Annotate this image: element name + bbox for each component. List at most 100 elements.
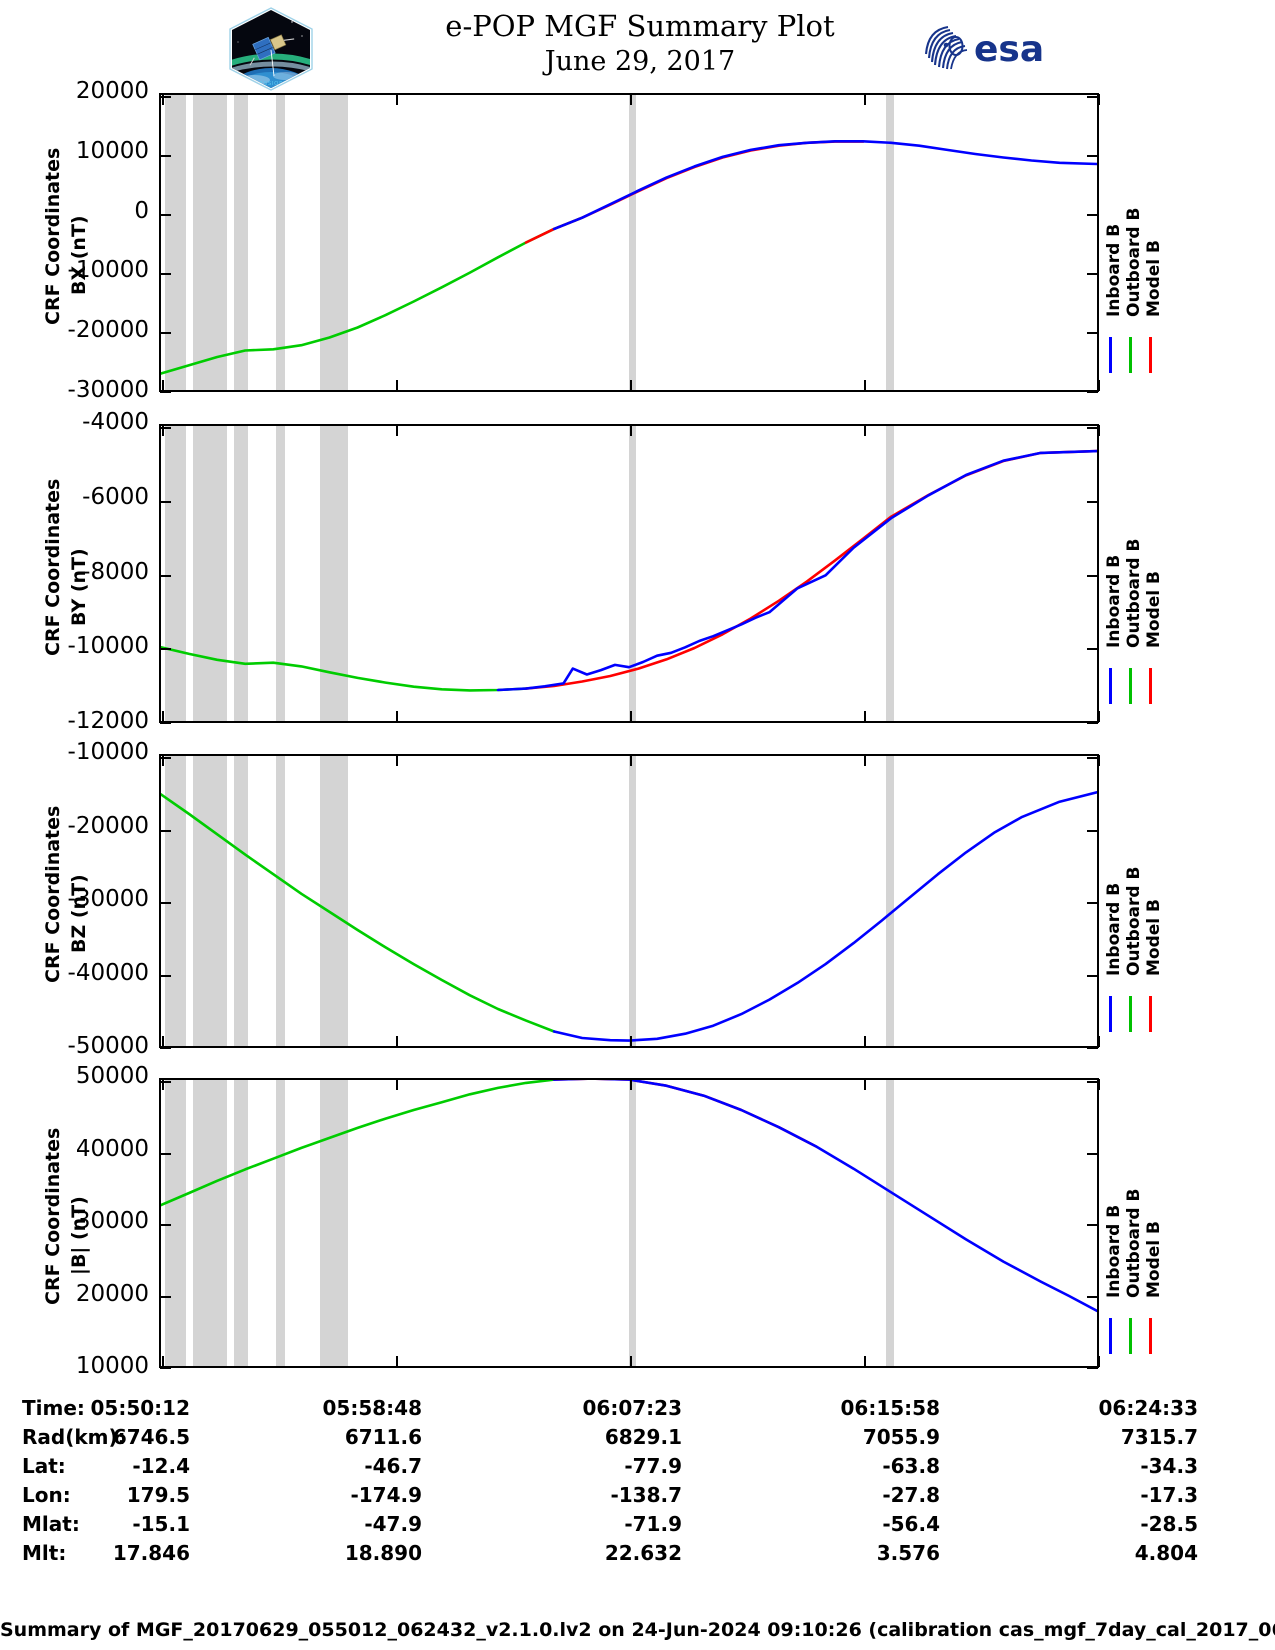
y-axis-tick	[1087, 96, 1098, 98]
x-axis-tick	[396, 1036, 398, 1047]
x-axis-tick	[630, 1036, 632, 1047]
table-cell: 7315.7	[1120, 1425, 1198, 1449]
table-cell: 06:15:58	[840, 1396, 941, 1420]
legend-key-inboard-b	[1109, 1317, 1112, 1354]
x-axis-tick	[162, 1079, 164, 1090]
data-gap-band	[164, 756, 187, 1046]
series-line-inboard-b	[554, 1080, 1097, 1311]
table-cell: 05:58:48	[322, 1396, 423, 1420]
table-row-label: Lat:	[22, 1454, 66, 1478]
table-cell: 18.890	[344, 1541, 422, 1565]
table-row-label: Mlt:	[22, 1541, 67, 1565]
y-axis-title-coords: CRF Coordinates	[42, 1127, 64, 1305]
y-axis-tick	[160, 1047, 171, 1049]
y-tick-label: 10000	[75, 137, 149, 164]
x-axis-tick	[630, 755, 632, 766]
legend-key-outboard-b	[1129, 1317, 1132, 1354]
cassiope-logo-icon: CASSIOPE	[224, 6, 318, 92]
legend-label-inboard-b: Inboard B	[1104, 224, 1124, 318]
x-axis-tick	[396, 1356, 398, 1367]
y-axis-tick	[1087, 500, 1098, 503]
y-axis-tick	[1087, 757, 1098, 759]
x-axis-tick	[162, 755, 164, 766]
x-axis-tick	[1098, 1356, 1100, 1367]
y-axis-tick	[1087, 1152, 1098, 1155]
table-cell: -12.4	[132, 1454, 190, 1478]
y-axis-title-component: BY (nT)	[68, 547, 90, 626]
table-cell: -71.9	[624, 1512, 682, 1536]
plot-panel-by	[159, 424, 1100, 724]
x-axis-tick	[864, 755, 866, 766]
legend-label-outboard-b: Outboard B	[1124, 539, 1144, 649]
x-axis-tick	[630, 380, 632, 391]
series-line-model-b	[526, 142, 863, 243]
y-axis-tick	[160, 1224, 171, 1226]
legend-label-model-b: Model B	[1144, 571, 1164, 649]
series-line-model-b	[526, 451, 1097, 688]
y-axis-tick	[160, 155, 171, 157]
table-row-label: Mlat:	[22, 1512, 80, 1536]
data-gap-band	[320, 1080, 349, 1366]
x-axis-tick	[864, 1036, 866, 1047]
legend-label-inboard-b: Inboard B	[1104, 1204, 1124, 1298]
series-group-btot	[161, 1080, 1097, 1366]
y-tick-label: -20000	[67, 317, 149, 344]
y-axis-tick	[160, 902, 171, 904]
x-axis-tick	[396, 425, 398, 436]
data-gap-band	[192, 1080, 227, 1366]
y-axis-tick	[1087, 574, 1098, 577]
y-axis-tick	[1087, 1081, 1098, 1083]
y-axis-tick	[1087, 273, 1098, 275]
data-gap-band	[629, 756, 637, 1046]
y-axis-tick	[1087, 974, 1098, 977]
data-gap-band	[164, 1080, 187, 1366]
legend-label-inboard-b: Inboard B	[1104, 555, 1124, 649]
y-axis-tick	[160, 574, 171, 577]
page-title: e-POP MGF Summary Plot June 29, 2017	[330, 8, 950, 80]
table-cell: 17.846	[112, 1541, 190, 1565]
legend-key-model-b	[1149, 995, 1152, 1032]
x-axis-tick	[162, 425, 164, 436]
data-gap-band	[886, 95, 894, 390]
legend-btot: Inboard B Outboard B Model B	[1104, 1138, 1174, 1368]
x-axis-tick	[864, 1356, 866, 1367]
x-axis-tick	[630, 1356, 632, 1367]
table-row: Lon: 179.5 -174.9 -138.7 -27.8 -17.3	[0, 1483, 1275, 1512]
y-tick-label: 20000	[75, 78, 149, 104]
legend-key-outboard-b	[1129, 995, 1132, 1032]
series-group-bz	[161, 756, 1097, 1046]
legend-label-outboard-b: Outboard B	[1124, 866, 1144, 976]
table-row-label: Lon:	[22, 1483, 71, 1507]
x-axis-tick	[630, 425, 632, 436]
data-gap-band	[192, 95, 227, 390]
y-tick-label: -30000	[67, 886, 149, 912]
y-axis-tick	[1087, 155, 1098, 157]
data-gap-band	[164, 95, 187, 390]
esa-logo-icon: esa	[922, 22, 1044, 72]
data-gap-band	[276, 426, 286, 721]
table-row: Mlat: -15.1 -47.9 -71.9 -56.4 -28.5	[0, 1512, 1275, 1541]
legend-bx: Inboard B Outboard B Model B	[1104, 153, 1174, 392]
legend-label-model-b: Model B	[1144, 240, 1164, 318]
x-axis-tick	[396, 1079, 398, 1090]
x-axis-tick	[1098, 94, 1100, 105]
table-cell: -15.1	[132, 1512, 190, 1536]
y-axis-tick	[160, 214, 171, 216]
x-axis-tick	[1098, 380, 1100, 391]
y-tick-label: -50000	[67, 1033, 149, 1059]
y-axis-tick	[160, 1295, 171, 1298]
y-tick-label: -6000	[82, 483, 149, 510]
data-gap-band	[320, 756, 349, 1046]
y-tick-label: -40000	[67, 959, 149, 986]
cassiope-logo-text: CASSIOPE	[255, 81, 287, 87]
series-line-outboard-b	[161, 647, 526, 690]
y-axis-tick	[160, 829, 171, 832]
x-axis-tick	[1098, 711, 1100, 722]
y-axis-tick	[1087, 427, 1098, 429]
series-group-bx	[161, 95, 1097, 390]
y-tick-label: -10000	[67, 633, 149, 660]
legend-key-model-b	[1149, 668, 1152, 705]
x-axis-tick	[630, 94, 632, 105]
data-gap-band	[276, 1080, 286, 1366]
series-line-outboard-b	[161, 1080, 554, 1205]
